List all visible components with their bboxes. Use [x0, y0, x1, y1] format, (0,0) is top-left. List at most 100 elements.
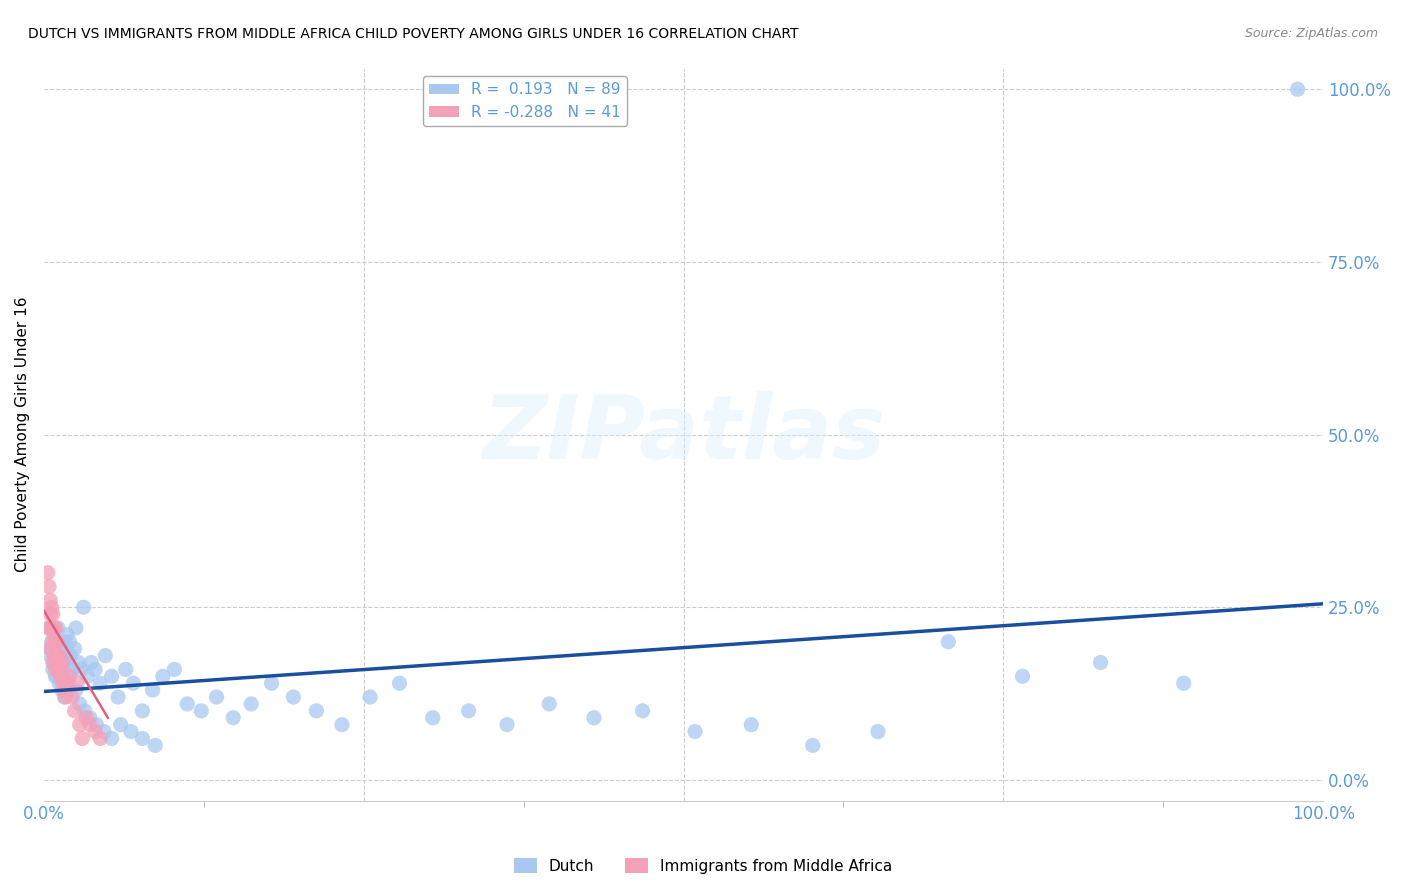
Point [41, 600, 63, 615]
Point [538, 697, 561, 711]
Point [1090, 656, 1112, 670]
Point [80, 656, 103, 670]
Point [205, 690, 228, 704]
Point [52, 634, 75, 648]
Point [45, 634, 67, 648]
Point [49, 648, 72, 663]
Point [58, 669, 80, 683]
Point [42, 641, 65, 656]
Point [42, 656, 65, 670]
Point [51, 683, 73, 698]
Legend: Dutch, Immigrants from Middle Africa: Dutch, Immigrants from Middle Africa [508, 852, 898, 880]
Point [152, 669, 174, 683]
Point [73, 704, 96, 718]
Point [41, 621, 63, 635]
Point [84, 662, 107, 676]
Point [42, 656, 65, 670]
Point [142, 683, 165, 698]
Point [58, 669, 80, 683]
Point [222, 711, 245, 725]
Point [42, 634, 65, 648]
Point [67, 656, 90, 670]
Point [53, 690, 76, 704]
Point [330, 717, 353, 731]
Point [114, 662, 136, 676]
Point [93, 724, 115, 739]
Point [740, 717, 762, 731]
Point [457, 704, 479, 718]
Point [42, 621, 65, 635]
Point [46, 621, 69, 635]
Point [72, 600, 94, 615]
Point [176, 697, 198, 711]
Point [37, 566, 59, 580]
Point [240, 697, 263, 711]
Point [60, 662, 83, 676]
Point [496, 717, 519, 731]
Point [631, 704, 654, 718]
Point [49, 662, 72, 676]
Point [41, 634, 63, 648]
Point [58, 634, 80, 648]
Point [42, 662, 65, 676]
Point [143, 739, 166, 753]
Point [56, 628, 79, 642]
Point [260, 676, 283, 690]
Point [131, 731, 153, 746]
Point [48, 641, 70, 656]
Point [936, 634, 959, 648]
Point [44, 621, 66, 635]
Point [107, 690, 129, 704]
Point [45, 648, 67, 663]
Point [1286, 82, 1309, 96]
Point [41, 641, 63, 656]
Point [56, 676, 79, 690]
Point [48, 676, 70, 690]
Point [42, 656, 65, 670]
Point [46, 662, 69, 676]
Point [683, 724, 706, 739]
Point [39, 621, 62, 635]
Point [45, 656, 67, 670]
Point [84, 724, 107, 739]
Point [55, 641, 77, 656]
Point [56, 648, 79, 663]
Point [44, 648, 66, 663]
Point [58, 676, 80, 690]
Point [45, 634, 67, 648]
Point [53, 656, 76, 670]
Y-axis label: Child Poverty Among Girls Under 16: Child Poverty Among Girls Under 16 [15, 297, 30, 573]
Point [53, 683, 76, 698]
Legend: R =  0.193   N = 89, R = -0.288   N = 41: R = 0.193 N = 89, R = -0.288 N = 41 [423, 76, 627, 126]
Point [422, 711, 444, 725]
Point [51, 669, 73, 683]
Point [866, 724, 889, 739]
Point [60, 690, 83, 704]
Point [388, 676, 411, 690]
Point [49, 669, 72, 683]
Point [37, 621, 59, 635]
Point [58, 683, 80, 698]
Point [44, 662, 66, 676]
Point [63, 641, 86, 656]
Point [131, 704, 153, 718]
Point [190, 704, 212, 718]
Point [283, 690, 305, 704]
Point [100, 669, 122, 683]
Point [110, 717, 132, 731]
Point [52, 656, 75, 670]
Point [582, 711, 605, 725]
Point [89, 731, 111, 746]
Point [39, 607, 62, 621]
Point [51, 669, 73, 683]
Point [305, 704, 328, 718]
Point [55, 690, 77, 704]
Point [72, 731, 94, 746]
Point [1173, 676, 1195, 690]
Point [52, 662, 75, 676]
Point [60, 662, 83, 676]
Point [42, 648, 65, 663]
Point [65, 621, 87, 635]
Point [69, 697, 91, 711]
Point [76, 669, 98, 683]
